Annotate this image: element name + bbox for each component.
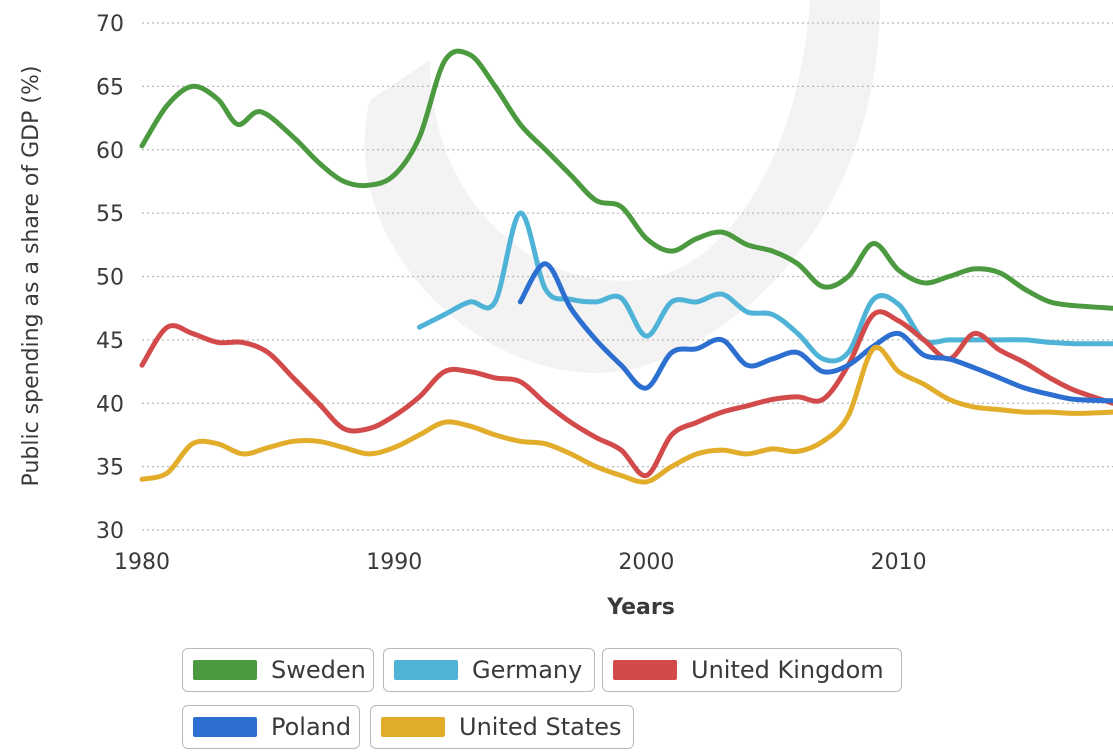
y-tick-label-45: 45: [96, 329, 124, 354]
x-tick-label-2010: 2010: [871, 550, 927, 575]
x-tick-label-1990: 1990: [366, 550, 422, 575]
series-line-sweden: [139, 48, 1113, 311]
x-tick-label-2000: 2000: [618, 550, 674, 575]
series-line-poland: [517, 261, 1113, 404]
y-axis-ticks: 30 35 40 45 50 55 60 65 70: [96, 12, 124, 544]
y-tick-label-55: 55: [96, 202, 124, 227]
background-watermark: [364, 0, 880, 373]
series-lines: [139, 48, 1113, 485]
y-tick-label-40: 40: [96, 392, 124, 417]
y-tick-label-35: 35: [96, 456, 124, 481]
x-axis-title: Years: [606, 595, 675, 620]
y-axis-title: Public spending as a share of GDP (%): [19, 66, 44, 487]
y-tick-label-50: 50: [96, 266, 124, 291]
x-axis-ticks: 1980 1990 2000 2010: [114, 550, 927, 575]
y-tick-label-70: 70: [96, 12, 124, 37]
y-tick-label-60: 60: [96, 139, 124, 164]
x-tick-label-1980: 1980: [114, 550, 170, 575]
y-tick-label-65: 65: [96, 75, 124, 100]
y-tick-label-30: 30: [96, 519, 124, 544]
series-line-united-states: [139, 344, 1113, 485]
